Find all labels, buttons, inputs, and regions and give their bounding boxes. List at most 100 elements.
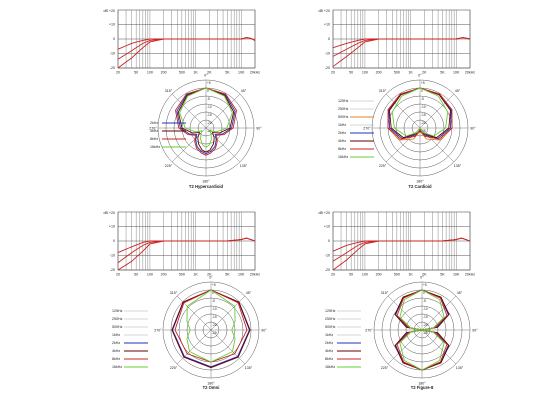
freq-x-tick-label: 10K [453, 273, 460, 277]
polar-spoke [210, 329, 246, 365]
polar-pattern-line-2khz [388, 87, 452, 139]
panel-title: T2 Hypercardioid [189, 184, 224, 189]
polar-pattern-line-16khz [399, 289, 445, 371]
polar-spoke [176, 329, 212, 365]
polar-db-label: -15 [212, 315, 217, 319]
freq-y-tick-label: -10 [325, 52, 330, 56]
polar-spoke [205, 127, 241, 163]
freq-y-tick-label: -10 [110, 52, 115, 56]
freq-x-tick-label: 100 [147, 71, 153, 75]
freq-x-tick-label: 500 [179, 273, 185, 277]
polar-legend: 125Hz 250Hz 500Hz 1kHz 2kHz 4kHz 8kHz 16kHz [112, 309, 148, 369]
freq-x-tick-label: 1K [408, 71, 413, 75]
polar-pattern-plot: +5 0 -5 -10 -15 -20 -25 0° 45° 90° 135° 180° 225° 270… [154, 275, 267, 385]
polar-db-label: +5 [212, 283, 216, 287]
freq-x-tick-label: 1K [193, 71, 198, 75]
freq-ylabel: dB +20 [104, 211, 116, 215]
polar-spoke [171, 127, 207, 163]
freq-y-tick-label: +10 [324, 225, 330, 229]
legend-label: 4kHz [150, 129, 158, 133]
polar-angle-label: 45° [241, 89, 247, 93]
polar-angle-label: 180° [207, 381, 215, 385]
legend-label: 125Hz [325, 309, 336, 313]
polar-db-label: -5 [207, 97, 210, 101]
polar-spoke [210, 295, 246, 331]
polar-db-label: -15 [423, 315, 428, 319]
polar-spoke [387, 329, 423, 365]
polar-angle-label: 90° [472, 328, 478, 332]
polar-db-label: +5 [423, 283, 427, 287]
legend-label: 16kHz [112, 365, 122, 369]
polar-pattern-line-4khz [171, 289, 251, 369]
legend-label: 8kHz [150, 137, 158, 141]
polar-angle-label: 315° [381, 291, 389, 295]
freq-y-tick-label: 0 [328, 239, 330, 243]
freq-x-tick-label: 2K [422, 273, 427, 277]
legend-label: 2kHz [150, 121, 158, 125]
freq-x-tick-label: 5K [225, 273, 230, 277]
freq-y-tick-label: 0 [113, 37, 115, 41]
polar-db-label: -10 [421, 105, 426, 109]
legend-label: 125Hz [338, 99, 349, 103]
freq-x-tick-label: 500 [394, 273, 400, 277]
polar-angle-label: 135° [240, 164, 248, 168]
polar-angle-label: 135° [456, 366, 464, 370]
legend-label: 1kHz [325, 333, 333, 337]
legend-label: 250Hz [112, 317, 123, 321]
freq-y-tick-label: +10 [324, 23, 330, 27]
freq-ylabel: dB +20 [104, 9, 116, 13]
polar-spoke [176, 295, 212, 331]
legend-label: 4kHz [112, 349, 120, 353]
freq-x-tick-label: 20kHz [250, 273, 260, 277]
polar-angle-label: 0° [420, 275, 424, 279]
polar-pattern-plot: +5 0 -5 -10 -15 -20 -25 0° 45° 90° 135° 180° 225° 270… [363, 73, 476, 183]
polar-angle-label: 180° [202, 179, 210, 183]
polar-spoke [171, 93, 207, 129]
legend-label: 16kHz [338, 155, 348, 159]
freq-x-tick-label: 500 [394, 71, 400, 75]
freq-x-tick-label: 200 [161, 273, 167, 277]
freq-x-tick-label: 200 [161, 71, 167, 75]
legend-label: 8kHz [338, 147, 346, 151]
polar-angle-label: 0° [209, 275, 213, 279]
freq-response-line-3 [117, 37, 256, 69]
freq-y-tick-label: 0 [113, 239, 115, 243]
polar-angle-label: 225° [379, 164, 387, 168]
freq-x-tick-label: 5K [225, 71, 230, 75]
polar-pattern-plot: +5 0 -5 -10 -15 -20 -25 0° 45° 90° 135° 180° 225° 270… [149, 73, 262, 183]
freq-y-tick-label: -20 [325, 66, 330, 70]
polar-db-label: -5 [423, 299, 426, 303]
freq-ylabel: dB +20 [319, 9, 331, 13]
polar-angle-label: 180° [416, 179, 424, 183]
polar-angle-label: 90° [256, 126, 262, 130]
polar-angle-label: 135° [245, 366, 253, 370]
freq-x-tick-label: 100 [147, 273, 153, 277]
freq-x-tick-label: 20 [331, 71, 335, 75]
polar-angle-label: 45° [457, 291, 463, 295]
freq-x-tick-label: 5K [440, 71, 445, 75]
freq-x-tick-label: 50 [134, 273, 138, 277]
freq-x-tick-label: 1K [193, 273, 198, 277]
polar-db-label: -20 [421, 121, 426, 125]
polar-db-label: -25 [212, 331, 217, 335]
freq-y-tick-label: -20 [110, 268, 115, 272]
legend-label: 1kHz [112, 333, 120, 337]
freq-response-line-3 [332, 37, 471, 67]
polar-angle-label: 45° [246, 291, 252, 295]
polar-angle-label: 225° [165, 164, 173, 168]
legend-label: 500Hz [338, 115, 349, 119]
polar-angle-label: 315° [165, 89, 173, 93]
freq-y-tick-label: -20 [325, 268, 330, 272]
polar-spoke [421, 295, 457, 331]
freq-x-tick-label: 50 [134, 71, 138, 75]
polar-angle-label: 270° [149, 126, 157, 130]
legend-label: 4kHz [325, 349, 333, 353]
legend-label: 4kHz [338, 139, 346, 143]
polar-angle-label: 90° [261, 328, 267, 332]
